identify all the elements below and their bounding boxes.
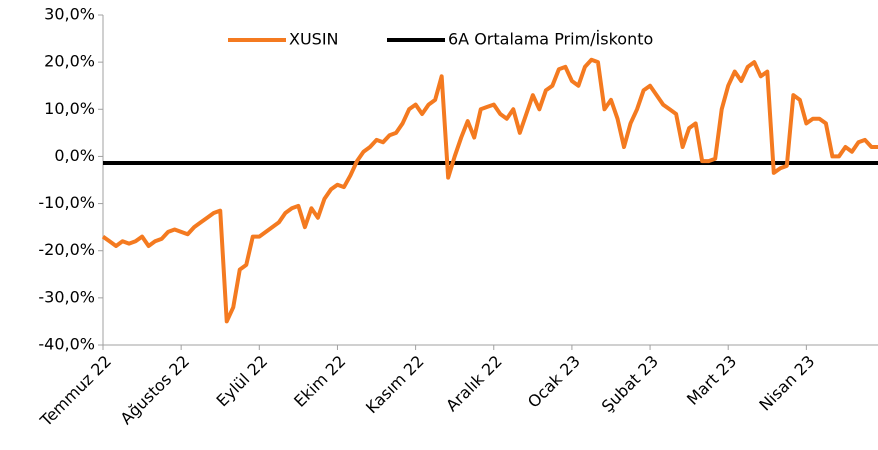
x-tick-label: Şubat 23 [598, 352, 662, 416]
series-line [101, 57, 878, 324]
x-tick-label: Ağustos 22 [116, 352, 193, 429]
y-tick-label: 30,0% [44, 5, 95, 24]
x-tick-label: Eylül 22 [213, 352, 272, 411]
x-tick-label: Aralık 22 [442, 352, 506, 416]
legend-label: 6A Ortalama Prim/İskonto [448, 30, 653, 49]
x-tick-label: Mart 23 [683, 352, 740, 409]
x-tick-label: Nisan 23 [755, 352, 818, 415]
x-tick-label: Temmuz 22 [36, 352, 115, 431]
x-tick-label: Ocak 23 [524, 352, 584, 412]
y-tick-label: -20,0% [38, 240, 95, 259]
y-tick-label: 10,0% [44, 99, 95, 118]
y-tick-label: -40,0% [38, 335, 95, 354]
y-tick-label: -30,0% [38, 287, 95, 306]
legend-label: XUSIN [289, 30, 339, 49]
x-tick-label: Ekim 22 [290, 352, 349, 411]
y-tick-label: 20,0% [44, 52, 95, 71]
y-tick-label: 0,0% [54, 146, 95, 165]
x-tick-label: Kasım 22 [362, 352, 428, 418]
y-tick-label: -10,0% [38, 193, 95, 212]
